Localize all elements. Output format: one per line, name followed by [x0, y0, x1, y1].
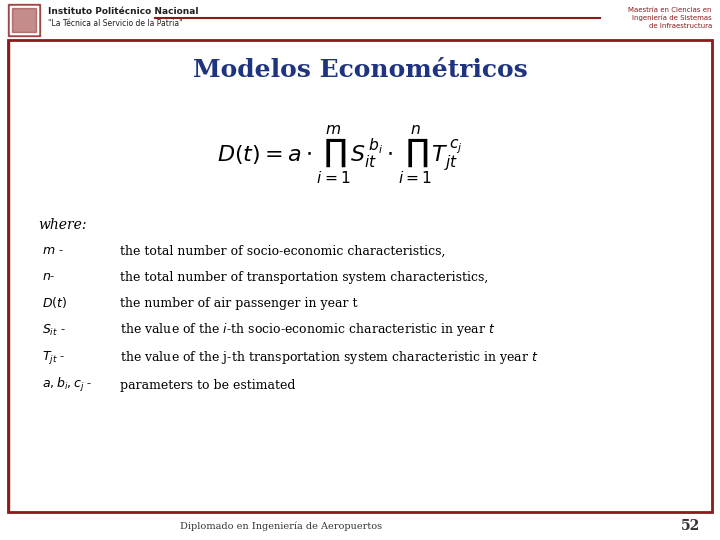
Text: parameters to be estimated: parameters to be estimated — [120, 379, 295, 392]
Text: Ingeniería de Sistemas: Ingeniería de Sistemas — [632, 15, 712, 21]
Text: the value of the j-th transportation system characteristic in year $t$: the value of the j-th transportation sys… — [120, 348, 539, 366]
Text: $m$ -: $m$ - — [42, 245, 64, 258]
Text: "La Técnica al Servicio de la Patria": "La Técnica al Servicio de la Patria" — [48, 19, 183, 29]
Text: the value of the $i$-th socio-economic characteristic in year $t$: the value of the $i$-th socio-economic c… — [120, 321, 495, 339]
Text: $n$-: $n$- — [42, 271, 55, 284]
Text: $D(t)$: $D(t)$ — [42, 295, 67, 310]
Bar — [8, 40, 712, 512]
Text: the total number of transportation system characteristics,: the total number of transportation syste… — [120, 271, 488, 284]
Text: Diplomado en Ingeniería de Aeropuertos: Diplomado en Ingeniería de Aeropuertos — [180, 521, 382, 531]
Text: $T_{jt}$ -: $T_{jt}$ - — [42, 348, 66, 366]
Bar — [8, 4, 40, 36]
Text: the total number of socio-economic characteristics,: the total number of socio-economic chara… — [120, 245, 446, 258]
Text: 52: 52 — [680, 519, 700, 533]
Bar — [10, 6, 38, 34]
Text: Instituto Politécnico Nacional: Instituto Politécnico Nacional — [48, 8, 199, 17]
Text: the number of air passenger in year t: the number of air passenger in year t — [120, 296, 358, 309]
Text: Modelos Econométricos: Modelos Econométricos — [193, 58, 527, 82]
Text: de Infraestructura: de Infraestructura — [649, 23, 712, 29]
Text: where:: where: — [38, 218, 86, 232]
Text: $a, b_i, c_j$ -: $a, b_i, c_j$ - — [42, 376, 92, 394]
Text: Maestría en Ciencias en: Maestría en Ciencias en — [629, 7, 712, 13]
Bar — [12, 8, 36, 32]
Text: $S_{it}$ -: $S_{it}$ - — [42, 322, 66, 338]
Bar — [0, 0, 720, 38]
Text: $D(t) = a \cdot \prod_{i=1}^{m} S_{it}^{\,b_i} \cdot \prod_{i=1}^{n} T_{jt}^{\,c: $D(t) = a \cdot \prod_{i=1}^{m} S_{it}^{… — [217, 124, 463, 186]
